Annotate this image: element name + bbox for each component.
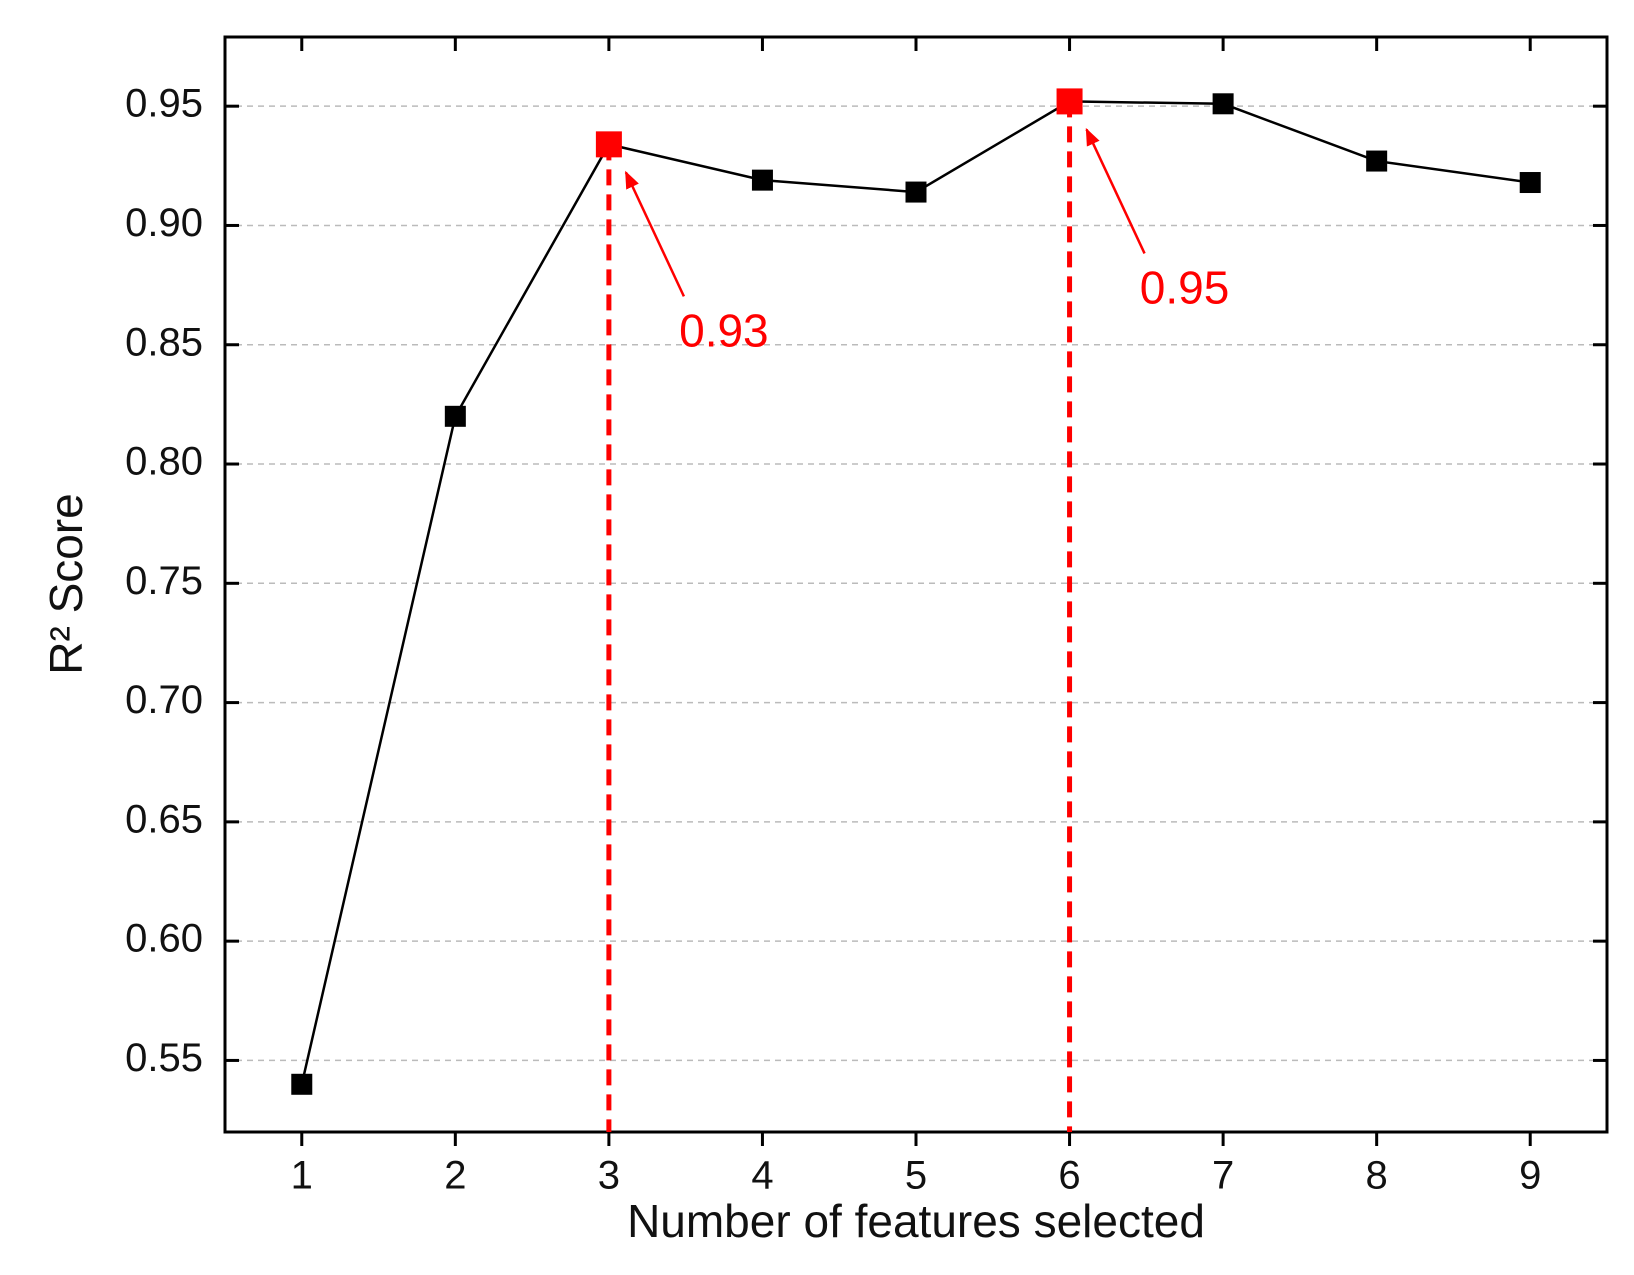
series-line [300, 100, 1531, 1085]
y-tick-label: 0.95 [125, 82, 203, 126]
x-tick-label: 1 [291, 1154, 313, 1198]
x-axis-title: Number of features selected [627, 1195, 1205, 1247]
marker [1519, 172, 1541, 194]
y-tick-label: 0.75 [125, 559, 203, 603]
x-tick-label: 3 [598, 1154, 620, 1198]
x-tick-label: 7 [1212, 1154, 1234, 1198]
plot-frame [223, 35, 1609, 1134]
annotation-arrow [624, 170, 686, 297]
x-tick-label: 6 [1058, 1154, 1080, 1198]
marker [1366, 150, 1388, 172]
y-tick-label: 0.55 [125, 1036, 203, 1080]
y-tick-label: 0.80 [125, 440, 203, 484]
x-tick-label: 2 [444, 1154, 466, 1198]
y-tick-label: 0.60 [125, 917, 203, 961]
y-tick-label: 0.90 [125, 201, 203, 245]
x-tick-label: 9 [1519, 1154, 1541, 1198]
x-tick-label: 4 [751, 1154, 773, 1198]
y-tick-label: 0.70 [125, 678, 203, 722]
x-tick-label: 8 [1366, 1154, 1388, 1198]
y-tick-label: 0.65 [125, 797, 203, 841]
y-tick-label: 0.85 [125, 320, 203, 364]
marker [1056, 88, 1083, 115]
y-axis-title: R² Score [40, 493, 92, 674]
marker [444, 405, 466, 427]
annotation-label: 0.95 [1140, 262, 1230, 314]
marker [595, 131, 622, 158]
marker [291, 1073, 313, 1095]
annotation-label: 0.93 [679, 305, 769, 357]
x-tick-label: 5 [905, 1154, 927, 1198]
marker [1212, 93, 1234, 115]
marker [751, 169, 773, 191]
annotation-arrow [1085, 127, 1146, 254]
marker [905, 181, 927, 203]
